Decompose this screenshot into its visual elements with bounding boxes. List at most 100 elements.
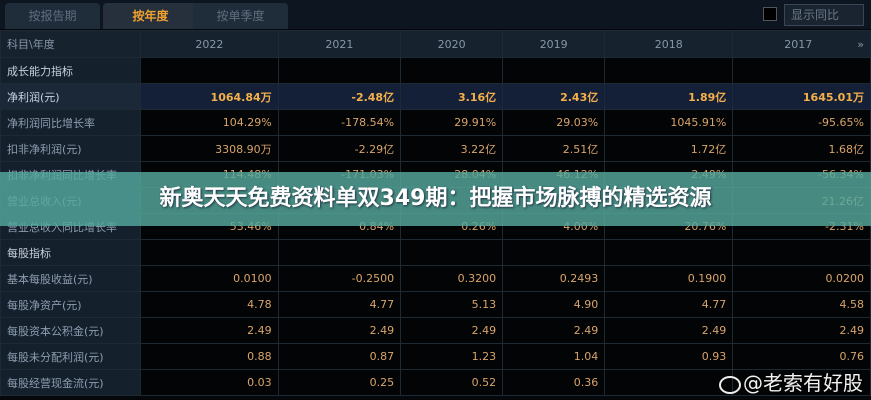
cell-value: 5.13 [400, 291, 504, 318]
year-header[interactable]: 2020 [400, 30, 504, 58]
row-label: 每股未分配利润(元) [0, 343, 141, 370]
cell-value: 4.77 [277, 291, 402, 318]
table-row[interactable]: 每股净资产(元) 4.78 4.77 5.13 4.90 4.77 4.58 [0, 291, 871, 318]
table-row[interactable]: 基本每股收益(元) 0.0100 -0.2500 0.3200 0.2493 0.1900… [0, 265, 871, 292]
cell-value: 29.91% [400, 109, 504, 136]
cell-value: 0.76 [732, 343, 871, 370]
cell-value: 1.89亿 [604, 83, 734, 110]
cell-value: 0.2493 [502, 265, 606, 292]
cell-value: 0.87 [277, 343, 402, 370]
row-label: 净利润同比增长率 [0, 109, 141, 136]
table-row[interactable]: 每股未分配利润(元) 0.88 0.87 1.23 1.04 0.93 0.76 [0, 343, 871, 370]
tab-by-quarter[interactable]: 按单季度 [193, 3, 288, 29]
cell-value: -0.2500 [277, 265, 402, 292]
table-row[interactable]: 净利润同比增长率 104.29% -178.54% 29.91% 29.03% 1045.… [0, 109, 871, 136]
cell-value: 1.72亿 [604, 135, 734, 162]
cell-value: 0.3200 [400, 265, 504, 292]
cell-value: 0.52 [400, 369, 504, 396]
table-row[interactable]: 成长能力指标 [0, 57, 871, 84]
cell-value: 29.03% [502, 109, 606, 136]
year-header[interactable]: 2018 [604, 30, 734, 58]
cell-value [400, 239, 504, 266]
year-header[interactable]: 2022 [140, 30, 279, 58]
cell-value [277, 239, 402, 266]
next-page-icon[interactable]: » [857, 37, 864, 51]
cell-value: 3.22亿 [400, 135, 504, 162]
cell-value: -2.29亿 [277, 135, 402, 162]
cell-value: 0.0200 [732, 265, 871, 292]
cell-value: 1.04 [502, 343, 606, 370]
show-yoy-button[interactable]: 显示同比 [784, 4, 864, 26]
year-label: 2017 [784, 37, 813, 51]
cell-value: 104.29% [140, 109, 279, 136]
table-row[interactable]: 净利润(元) 1064.84万 -2.48亿 3.16亿 2.43亿 1.89亿 1645.… [0, 83, 871, 110]
row-label: 每股经营现金流(元) [0, 369, 141, 396]
overlay-banner: 新奥天天免费资料单双349期：把握市场脉搏的精选资源 [0, 172, 871, 226]
cell-value: 0.25 [277, 369, 402, 396]
cell-value: 3.16亿 [400, 83, 504, 110]
cell-value: -2.48亿 [277, 83, 402, 110]
year-header[interactable]: 2019 [502, 30, 606, 58]
year-header[interactable]: 2017 » [732, 30, 871, 58]
cell-value: 4.58 [732, 291, 871, 318]
cell-value: 1.23 [400, 343, 504, 370]
cell-value: 0.93 [604, 343, 734, 370]
cell-value: 2.43亿 [502, 83, 606, 110]
cell-value: 0.1900 [604, 265, 734, 292]
cell-value [277, 57, 402, 84]
row-label: 成长能力指标 [0, 57, 141, 84]
row-label: 每股净资产(元) [0, 291, 141, 318]
weibo-icon [719, 375, 741, 394]
cell-value: 0.36 [502, 369, 606, 396]
table-row[interactable]: 每股资本公积金(元) 2.49 2.49 2.49 2.49 2.49 2.49 [0, 317, 871, 344]
watermark-text: @老索有好股 [743, 371, 863, 395]
cell-value [400, 57, 504, 84]
cell-value: 3308.90万 [140, 135, 279, 162]
cell-value: 1045.91% [604, 109, 734, 136]
year-header[interactable]: 2021 [277, 30, 402, 58]
cell-value: 0.88 [140, 343, 279, 370]
cell-value [140, 239, 279, 266]
cell-value [502, 57, 606, 84]
row-label: 每股资本公积金(元) [0, 317, 141, 344]
row-label: 净利润(元) [0, 83, 141, 110]
tab-bar: 按报告期 按年度 按单季度 显示同比 [0, 0, 871, 29]
year-label: 2020 [437, 37, 466, 51]
cell-value: 2.49 [400, 317, 504, 344]
cell-value: 4.90 [502, 291, 606, 318]
table-row[interactable]: 扣非净利润(元) 3308.90万 -2.29亿 3.22亿 2.51亿 1.72亿 1.6… [0, 135, 871, 162]
row-label: 扣非净利润(元) [0, 135, 141, 162]
cell-value: 2.51亿 [502, 135, 606, 162]
cell-value: 4.77 [604, 291, 734, 318]
cell-value [604, 57, 734, 84]
cell-value [732, 369, 871, 396]
cell-value: 1.68亿 [732, 135, 871, 162]
table-header: 科目\年度 2022 2021 2020 2019 2018 2017 » [0, 30, 871, 58]
cell-value: 0.03 [140, 369, 279, 396]
cell-value [604, 369, 734, 396]
cell-value: -178.54% [277, 109, 402, 136]
cell-value [604, 239, 734, 266]
table-row[interactable]: 每股指标 [0, 239, 871, 266]
cell-value [732, 239, 871, 266]
row-label: 每股指标 [0, 239, 141, 266]
row-label: 基本每股收益(元) [0, 265, 141, 292]
cell-value: 4.78 [140, 291, 279, 318]
cell-value: 2.49 [604, 317, 734, 344]
cell-value: -95.65% [732, 109, 871, 136]
cell-value [502, 239, 606, 266]
table-row[interactable]: 每股经营现金流(元) 0.03 0.25 0.52 0.36 [0, 369, 871, 396]
watermark: @老索有好股 [719, 367, 863, 396]
cell-value: 1064.84万 [140, 83, 279, 110]
tab-by-year[interactable]: 按年度 [103, 3, 198, 29]
tab-by-report-period[interactable]: 按报告期 [5, 3, 100, 29]
cell-value: 1645.01万 [732, 83, 871, 110]
cell-value: 0.0100 [140, 265, 279, 292]
year-label: 2019 [539, 37, 568, 51]
year-label: 2021 [325, 37, 354, 51]
cell-value [140, 57, 279, 84]
cell-value: 2.49 [140, 317, 279, 344]
cell-value: 2.49 [502, 317, 606, 344]
year-label: 2022 [195, 37, 224, 51]
show-yoy-checkbox[interactable] [763, 7, 777, 21]
